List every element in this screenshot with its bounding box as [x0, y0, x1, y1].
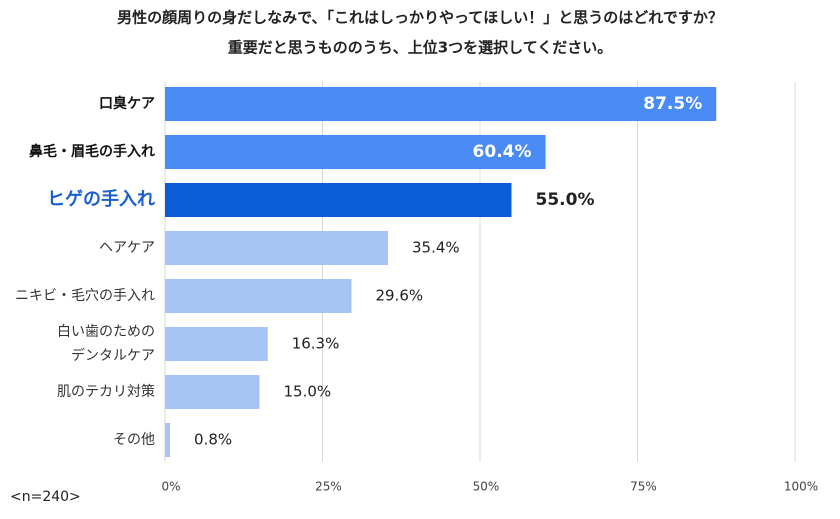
value-label: 55.0%: [536, 190, 595, 210]
value-label: 29.6%: [375, 287, 423, 305]
bar: [165, 87, 717, 121]
x-tick-label: 100%: [784, 480, 818, 494]
x-tick-label: 75%: [630, 480, 657, 494]
value-label: 60.4%: [473, 142, 532, 162]
category-label: 口臭ケア: [99, 96, 155, 112]
bar: [165, 279, 352, 313]
bar: [165, 135, 546, 169]
category-label: 鼻毛・眉毛の手入れ: [29, 144, 155, 160]
category-label: ヒゲの手入れ: [47, 189, 155, 210]
bar: [165, 423, 171, 457]
value-label: 87.5%: [643, 94, 702, 114]
chart-title: 男性の顔周りの身だしなみで、「これはしっかりやってほしい！」と思うのはどれですか…: [117, 9, 723, 27]
category-label: ニキビ・毛穴の手入れ: [15, 288, 155, 304]
value-label: 15.0%: [284, 383, 332, 401]
x-tick-label: 50%: [473, 480, 500, 494]
note: <n=240>: [10, 489, 81, 505]
category-label: その他: [113, 432, 155, 448]
x-tick-label: 25%: [315, 480, 342, 494]
category-label: 肌のテカリ対策: [57, 384, 155, 400]
chart-subtitle: 重要だと思うもののうち、上位3つを選択してください。: [228, 39, 613, 57]
category-label: ヘアケア: [99, 240, 155, 256]
bar: [165, 375, 260, 409]
x-tick-label: 0%: [161, 480, 180, 494]
bar: [165, 183, 512, 217]
value-label: 0.8%: [194, 431, 232, 449]
value-label: 16.3%: [292, 335, 340, 353]
value-label: 35.4%: [412, 239, 460, 257]
bar: [165, 327, 268, 361]
bar: [165, 231, 389, 265]
category-label: 白い歯のための デンタルケア: [57, 324, 155, 364]
